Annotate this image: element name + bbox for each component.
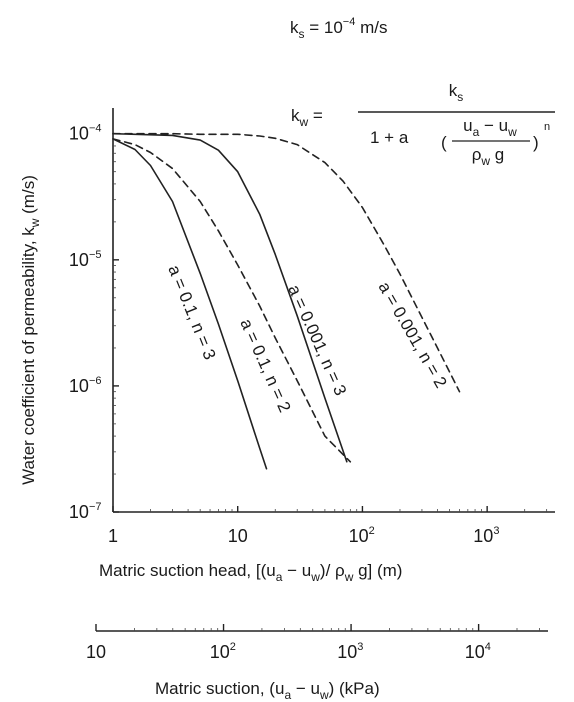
kw-equation-denominator-prefix: 1 + a	[370, 128, 409, 147]
series-line-3	[112, 132, 348, 463]
y-tick-label: 10−4	[69, 123, 103, 144]
y-tick-label: 10−6	[69, 375, 103, 396]
y-axis-label: Water coefficient of permeability, kw (m…	[19, 175, 42, 485]
series-line-4	[112, 132, 461, 393]
kpa-tick-label: 10	[86, 642, 106, 662]
close-paren: )	[533, 133, 539, 152]
inner-fraction-numerator: ua − uw	[463, 116, 517, 139]
kpa-axis-label: Matric suction, (ua − uw) (kPa)	[155, 679, 380, 702]
x-tick-label: 102	[349, 525, 377, 546]
kpa-tick-label: 104	[465, 641, 493, 662]
kpa-axis: 10 102 103 104 Matric suction, (ua − uw) …	[86, 624, 548, 702]
kw-equation-lhs: kw =	[291, 106, 323, 129]
kpa-tick-label: 103	[337, 641, 365, 662]
ks-equation: ks = 10−4 m/s	[290, 16, 387, 41]
equations: ks = 10−4 m/s kw = ks 1 + a () ua − uw ρw g n	[290, 16, 555, 168]
kpa-tick-label: 102	[210, 641, 238, 662]
curve-label-3: a = 0.001, n = 3	[284, 282, 350, 399]
curve-label-1: a = 0.1, n = 3	[164, 262, 219, 362]
curve-label-2: a = 0.1, n = 2	[236, 316, 294, 415]
plot-area: 10−4 10−5 10−6 10−7 1 10 102 103 a = 0.1, …	[19, 108, 555, 584]
x-tick-label: 103	[473, 525, 501, 546]
kw-equation-numerator: ks	[449, 81, 464, 104]
inner-fraction-denominator: ρw g	[472, 145, 505, 168]
y-tick-label: 10−5	[69, 249, 103, 270]
curve-label-4: a = 0.001, n = 2	[375, 279, 451, 392]
x-axis-label: Matric suction head, [(ua − uw)/ ρw g] (…	[99, 561, 402, 584]
series-line-2	[112, 138, 352, 463]
series-line-1	[112, 138, 268, 470]
x-tick-label: 10	[228, 526, 248, 546]
x-tick-label: 1	[108, 526, 118, 546]
open-paren: (	[441, 133, 447, 152]
y-tick-label: 10−7	[69, 501, 103, 522]
kw-exponent: n	[544, 121, 550, 133]
